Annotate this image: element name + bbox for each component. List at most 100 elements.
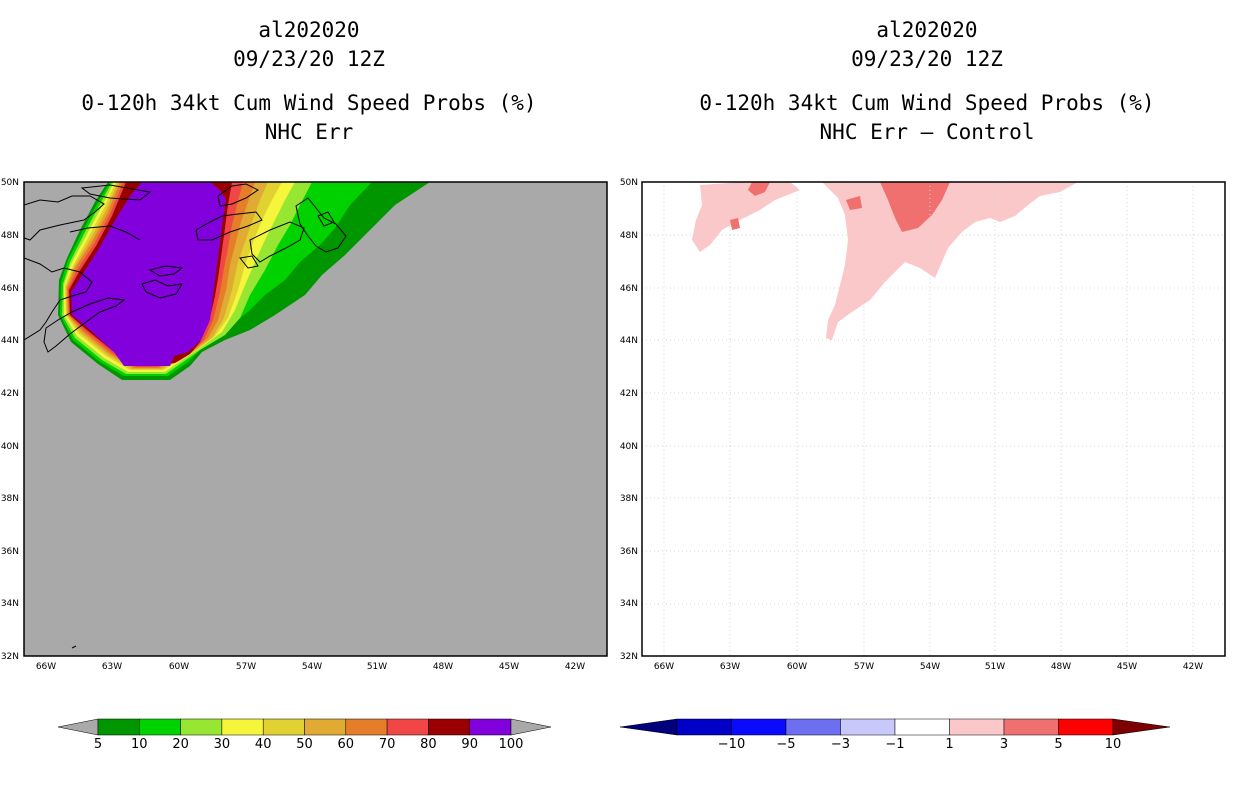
right-colorbar-swatch bbox=[731, 718, 787, 736]
right-lon-labels: 66W 63W 60W 57W 54W 51W 48W 45W 42W bbox=[654, 662, 1203, 672]
left-lat-label: 44N bbox=[1, 336, 19, 346]
right-map-frame bbox=[641, 181, 1226, 657]
left-lat-label: 34N bbox=[1, 599, 19, 609]
diff-band-3-5 bbox=[846, 196, 862, 210]
left-colorbar-swatch bbox=[345, 718, 388, 736]
left-coastlines bbox=[24, 183, 347, 649]
prob-band-90-100 bbox=[71, 182, 226, 366]
left-lat-label: 42N bbox=[1, 389, 19, 399]
left-lat-label: 38N bbox=[1, 494, 19, 504]
left-colorbar-low-extension bbox=[57, 718, 99, 736]
right-colorbar-label: −5 bbox=[776, 737, 795, 752]
right-product-title: 0-120h 34kt Cum Wind Speed Probs (%) bbox=[699, 91, 1155, 115]
left-subtitle: NHC Err bbox=[264, 120, 354, 144]
right-storm-id: al202020 bbox=[876, 18, 978, 42]
left-colorbar-label: 60 bbox=[338, 737, 355, 752]
right-colorbar-label: −3 bbox=[831, 737, 850, 752]
left-lon-label: 51W bbox=[367, 662, 387, 672]
right-colorbar-swatch bbox=[840, 718, 896, 736]
right-lon-label: 63W bbox=[720, 662, 740, 672]
right-colorbar-swatch bbox=[676, 718, 732, 736]
left-colorbar-high-extension bbox=[510, 718, 552, 736]
left-colorbar-swatch bbox=[469, 718, 512, 736]
right-colorbar-label: 5 bbox=[1054, 737, 1062, 752]
right-colorbar-label: 10 bbox=[1105, 737, 1122, 752]
right-difference-fill bbox=[692, 182, 1078, 340]
right-lat-label: 40N bbox=[620, 442, 638, 452]
left-lon-label: 54W bbox=[302, 662, 322, 672]
right-colorbar-low-extension bbox=[619, 718, 678, 736]
left-colorbar-swatch bbox=[221, 718, 264, 736]
right-colorbar-swatch bbox=[949, 718, 1005, 736]
left-lat-label: 36N bbox=[1, 547, 19, 557]
diff-band-1-3 bbox=[822, 182, 1078, 340]
right-colorbar-swatch bbox=[1058, 718, 1114, 736]
right-colorbar-label: −10 bbox=[718, 737, 745, 752]
right-lon-label: 45W bbox=[1117, 662, 1137, 672]
diff-band-1-3 bbox=[692, 182, 800, 252]
left-map-frame bbox=[23, 181, 608, 657]
right-lon-label: 42W bbox=[1183, 662, 1203, 672]
right-lat-label: 48N bbox=[620, 231, 638, 241]
right-colorbar-label: 1 bbox=[945, 737, 953, 752]
right-lat-label: 36N bbox=[620, 547, 638, 557]
left-lat-label: 32N bbox=[1, 652, 19, 662]
right-colorbar: −10 −5 −3 −1 1 3 5 10 bbox=[619, 718, 1171, 752]
left-lon-label: 60W bbox=[169, 662, 189, 672]
left-lat-labels: 32N 34N 36N 38N 40N 42N 44N 46N 48N 50N bbox=[1, 178, 19, 662]
right-colorbar-label: 3 bbox=[1000, 737, 1008, 752]
left-lon-label: 63W bbox=[102, 662, 122, 672]
left-colorbar: 5 10 20 30 40 50 60 70 80 90 100 bbox=[57, 718, 552, 752]
left-lat-label: 48N bbox=[1, 231, 19, 241]
diff-band-3-5 bbox=[880, 182, 950, 232]
left-lon-label: 48W bbox=[433, 662, 453, 672]
left-colorbar-swatch bbox=[304, 718, 347, 736]
left-colorbar-swatch bbox=[97, 718, 140, 736]
left-lon-label: 66W bbox=[36, 662, 56, 672]
left-colorbar-label: 90 bbox=[461, 737, 478, 752]
left-datetime: 09/23/20 12Z bbox=[233, 47, 385, 71]
left-lat-label: 46N bbox=[1, 284, 19, 294]
left-colorbar-swatch bbox=[428, 718, 470, 736]
diff-band-3-5 bbox=[748, 182, 770, 196]
right-colorbar-high-extension bbox=[1112, 718, 1171, 736]
left-colorbar-swatch bbox=[180, 718, 223, 736]
left-colorbar-label: 80 bbox=[420, 737, 437, 752]
diff-band-3-5 bbox=[730, 218, 740, 230]
left-colorbar-label: 30 bbox=[214, 737, 231, 752]
right-title-block: al202020 09/23/20 12Z 0-120h 34kt Cum Wi… bbox=[628, 16, 1226, 147]
right-colorbar-swatch bbox=[894, 718, 950, 736]
right-lon-label: 51W bbox=[985, 662, 1005, 672]
left-lat-label: 50N bbox=[1, 178, 19, 188]
left-colorbar-label: 50 bbox=[296, 737, 313, 752]
right-lon-label: 66W bbox=[654, 662, 674, 672]
left-product-title: 0-120h 34kt Cum Wind Speed Probs (%) bbox=[81, 91, 537, 115]
left-title-block: al202020 09/23/20 12Z 0-120h 34kt Cum Wi… bbox=[10, 16, 608, 147]
left-colorbar-label: 40 bbox=[255, 737, 272, 752]
left-lon-label: 57W bbox=[236, 662, 256, 672]
left-lon-labels: 66W 63W 60W 57W 54W 51W 48W 45W 42W bbox=[36, 662, 585, 672]
left-colorbar-label: 10 bbox=[131, 737, 148, 752]
right-colorbar-swatch bbox=[1003, 718, 1059, 736]
right-colorbar-label: −1 bbox=[885, 737, 904, 752]
right-lon-label: 57W bbox=[854, 662, 874, 672]
right-datetime: 09/23/20 12Z bbox=[851, 47, 1003, 71]
left-colorbar-label: 100 bbox=[499, 737, 524, 752]
left-lon-label: 45W bbox=[499, 662, 519, 672]
right-lon-label: 48W bbox=[1051, 662, 1071, 672]
left-lat-label: 40N bbox=[1, 442, 19, 452]
left-colorbar-swatch bbox=[139, 718, 181, 736]
right-lat-label: 44N bbox=[620, 336, 638, 346]
right-lat-label: 32N bbox=[620, 652, 638, 662]
left-colorbar-swatch bbox=[386, 718, 429, 736]
right-lat-label: 46N bbox=[620, 284, 638, 294]
right-subtitle: NHC Err – Control bbox=[819, 120, 1035, 144]
left-colorbar-label: 5 bbox=[94, 737, 102, 752]
right-gridlines bbox=[642, 182, 1225, 656]
right-lat-label: 34N bbox=[620, 599, 638, 609]
right-lat-label: 38N bbox=[620, 494, 638, 504]
left-colorbar-swatch bbox=[262, 718, 305, 736]
right-lon-label: 54W bbox=[920, 662, 940, 672]
right-lat-label: 50N bbox=[620, 178, 638, 188]
